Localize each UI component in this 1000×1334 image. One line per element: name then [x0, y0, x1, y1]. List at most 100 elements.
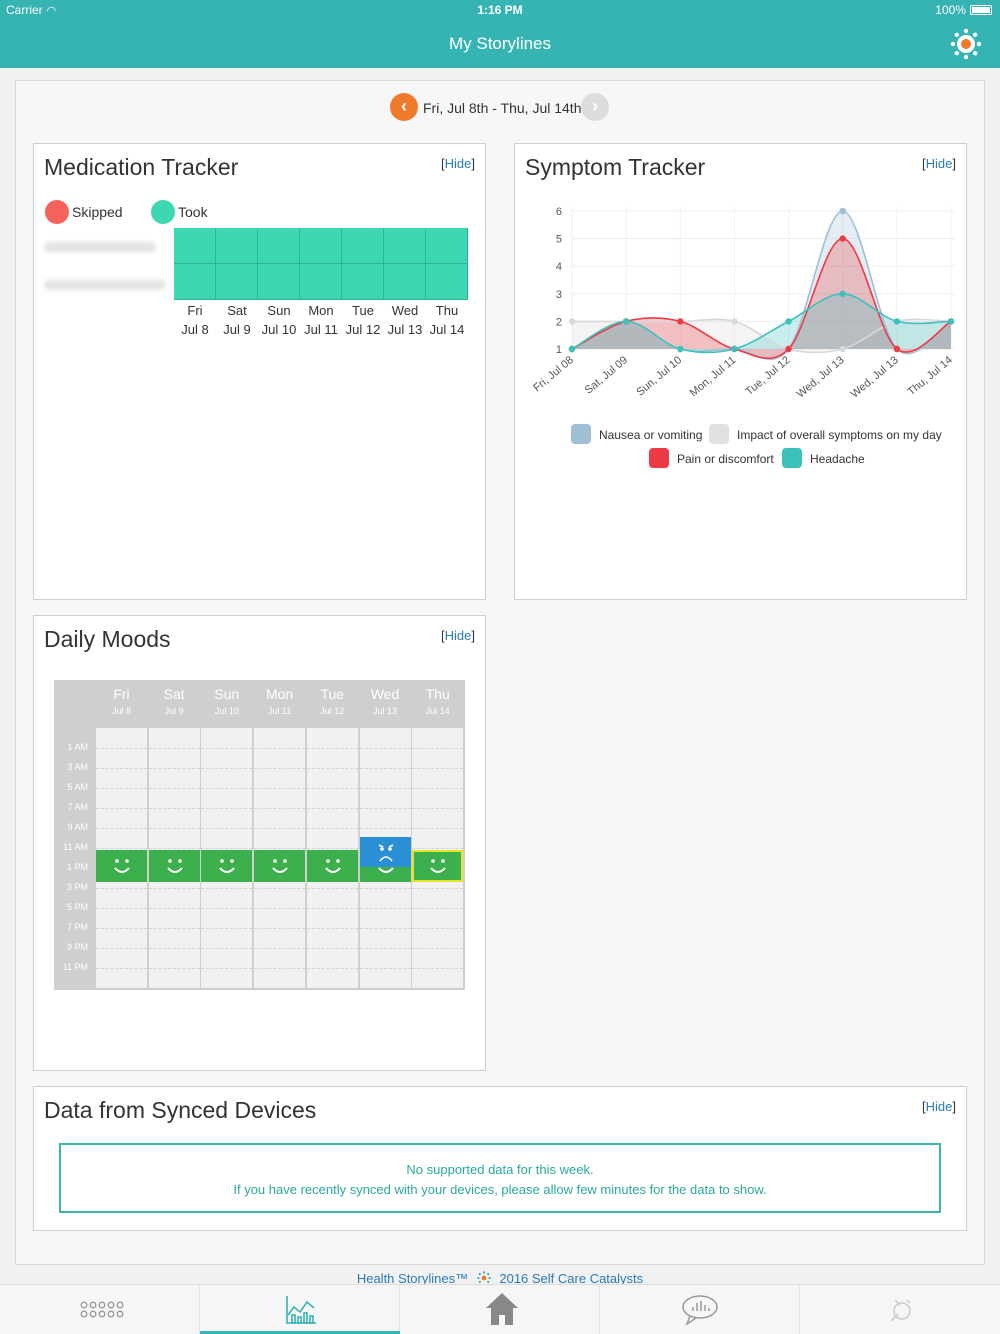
- y-tick-label: 6: [556, 206, 562, 218]
- hour-divider: [306, 768, 358, 769]
- medication-cell: [426, 228, 468, 264]
- hour-divider: [306, 788, 358, 789]
- data-point[interactable]: [839, 207, 846, 215]
- happy-mood-entry[interactable]: [254, 850, 306, 882]
- hour-divider: [412, 848, 464, 849]
- hour-label: 11 AM: [63, 842, 88, 852]
- hour-divider: [306, 908, 358, 909]
- data-point[interactable]: [568, 318, 576, 325]
- hour-divider: [306, 888, 358, 889]
- happy-mood-entry[interactable]: [148, 850, 200, 882]
- sad-mood-entry[interactable]: [359, 837, 411, 867]
- hide-symptom-link[interactable]: [Hide]: [922, 156, 956, 171]
- tab-messages[interactable]: [600, 1285, 800, 1334]
- hour-divider: [306, 928, 358, 929]
- battery-indicator: 100%: [935, 3, 992, 17]
- medication-cell: [384, 228, 426, 264]
- x-tick-label: Tue, Jul 12: [743, 354, 792, 398]
- hour-label: 9 AM: [67, 822, 88, 832]
- no-data-line-1: No supported data for this week.: [406, 1162, 594, 1177]
- happy-mood-entry[interactable]: [96, 850, 147, 882]
- hour-divider: [201, 848, 253, 849]
- hide-moods-link[interactable]: [Hide]: [441, 628, 475, 643]
- settings-gear-icon[interactable]: [950, 28, 982, 60]
- copyright-label: 2016 Self Care Catalysts: [499, 1271, 644, 1286]
- nausea-legend-label: Nausea or vomiting: [599, 428, 703, 442]
- happy-mood-entry[interactable]: [201, 850, 253, 882]
- hour-divider: [201, 888, 253, 889]
- data-point[interactable]: [677, 318, 684, 325]
- hour-label: 5 AM: [67, 782, 88, 792]
- happy-mood-entry[interactable]: [306, 850, 358, 882]
- medication-tracker-card: Medication Tracker [Hide] Skipped Took F…: [33, 143, 486, 600]
- data-point[interactable]: [731, 345, 738, 353]
- tab-dashboard[interactable]: [0, 1285, 200, 1334]
- hour-label: 7 PM: [66, 922, 88, 932]
- hour-divider: [96, 848, 147, 849]
- hour-divider: [148, 848, 200, 849]
- data-point[interactable]: [731, 318, 738, 325]
- hour-divider: [148, 808, 200, 809]
- tab-charts[interactable]: [200, 1285, 400, 1334]
- medication-name-redacted: [44, 280, 166, 290]
- hour-divider: [201, 828, 253, 829]
- data-point[interactable]: [785, 345, 792, 353]
- next-week-button[interactable]: ›: [581, 93, 609, 121]
- hour-divider: [254, 908, 306, 909]
- hour-divider: [412, 808, 464, 809]
- y-tick-label: 3: [556, 289, 562, 301]
- medication-cell: [174, 264, 216, 300]
- data-point[interactable]: [839, 345, 846, 353]
- chevron-left-icon: ‹: [401, 96, 407, 116]
- mood-calendar: 1 AM 3 AM 5 AM 7 AM 9 AM 11 AM 1 PM 3 PM 5 PM 7 P…: [54, 680, 465, 990]
- impact-legend-swatch: [709, 424, 729, 444]
- hide-medication-link[interactable]: [Hide]: [441, 156, 475, 171]
- hour-label: 3 AM: [67, 762, 88, 772]
- hour-divider: [148, 748, 200, 749]
- data-point[interactable]: [893, 318, 901, 325]
- data-point[interactable]: [839, 290, 846, 297]
- tools-icon: [890, 1299, 911, 1322]
- data-point[interactable]: [568, 345, 576, 353]
- hour-divider: [148, 828, 200, 829]
- hour-divider: [359, 908, 411, 909]
- data-point[interactable]: [839, 235, 846, 242]
- smiley-face-icon: [430, 859, 446, 873]
- medication-cell: [258, 264, 300, 300]
- smiley-face-icon: [219, 859, 236, 873]
- hide-synced-link[interactable]: [Hide]: [922, 1099, 956, 1114]
- hour-divider: [412, 788, 464, 789]
- hour-divider: [96, 748, 147, 749]
- footer-brand: Health Storylines™ 2016 Self Care Cataly…: [0, 1271, 1000, 1286]
- medication-day-label: Tue Jul 12: [345, 303, 381, 337]
- status-bar: Carrier ◠ 1:16 PM 100%: [0, 0, 1000, 20]
- happy-mood-entry[interactable]: [412, 850, 464, 882]
- hour-divider: [306, 828, 358, 829]
- week-range-label: Fri, Jul 8th - Thu, Jul 14th: [423, 100, 582, 116]
- tab-tools[interactable]: [800, 1285, 1000, 1334]
- hour-label: 9 PM: [66, 942, 88, 952]
- synced-devices-card: Data from Synced Devices [Hide] No suppo…: [33, 1086, 967, 1231]
- hour-divider: [254, 788, 306, 789]
- data-point[interactable]: [893, 345, 901, 353]
- hour-divider: [201, 808, 253, 809]
- hour-label: 1 PM: [66, 862, 88, 872]
- previous-week-button[interactable]: ‹: [390, 93, 418, 121]
- y-tick-label: 2: [556, 316, 562, 328]
- data-point[interactable]: [677, 345, 684, 353]
- medication-day-label: Sat Jul 9: [223, 303, 251, 337]
- hour-divider: [201, 968, 253, 969]
- nav-bar: My Storylines: [0, 20, 1000, 68]
- hour-divider: [96, 888, 147, 889]
- x-tick-label: Thu, Jul 14: [906, 354, 955, 398]
- hour-divider: [254, 748, 306, 749]
- hour-divider: [148, 928, 200, 929]
- hour-divider: [412, 948, 464, 949]
- tab-home[interactable]: [400, 1285, 600, 1334]
- data-point[interactable]: [785, 318, 792, 325]
- data-point[interactable]: [947, 318, 955, 325]
- pain-legend-label: Pain or discomfort: [677, 452, 774, 466]
- hour-divider: [96, 768, 147, 769]
- medication-cell: [216, 228, 258, 264]
- data-point[interactable]: [622, 318, 630, 325]
